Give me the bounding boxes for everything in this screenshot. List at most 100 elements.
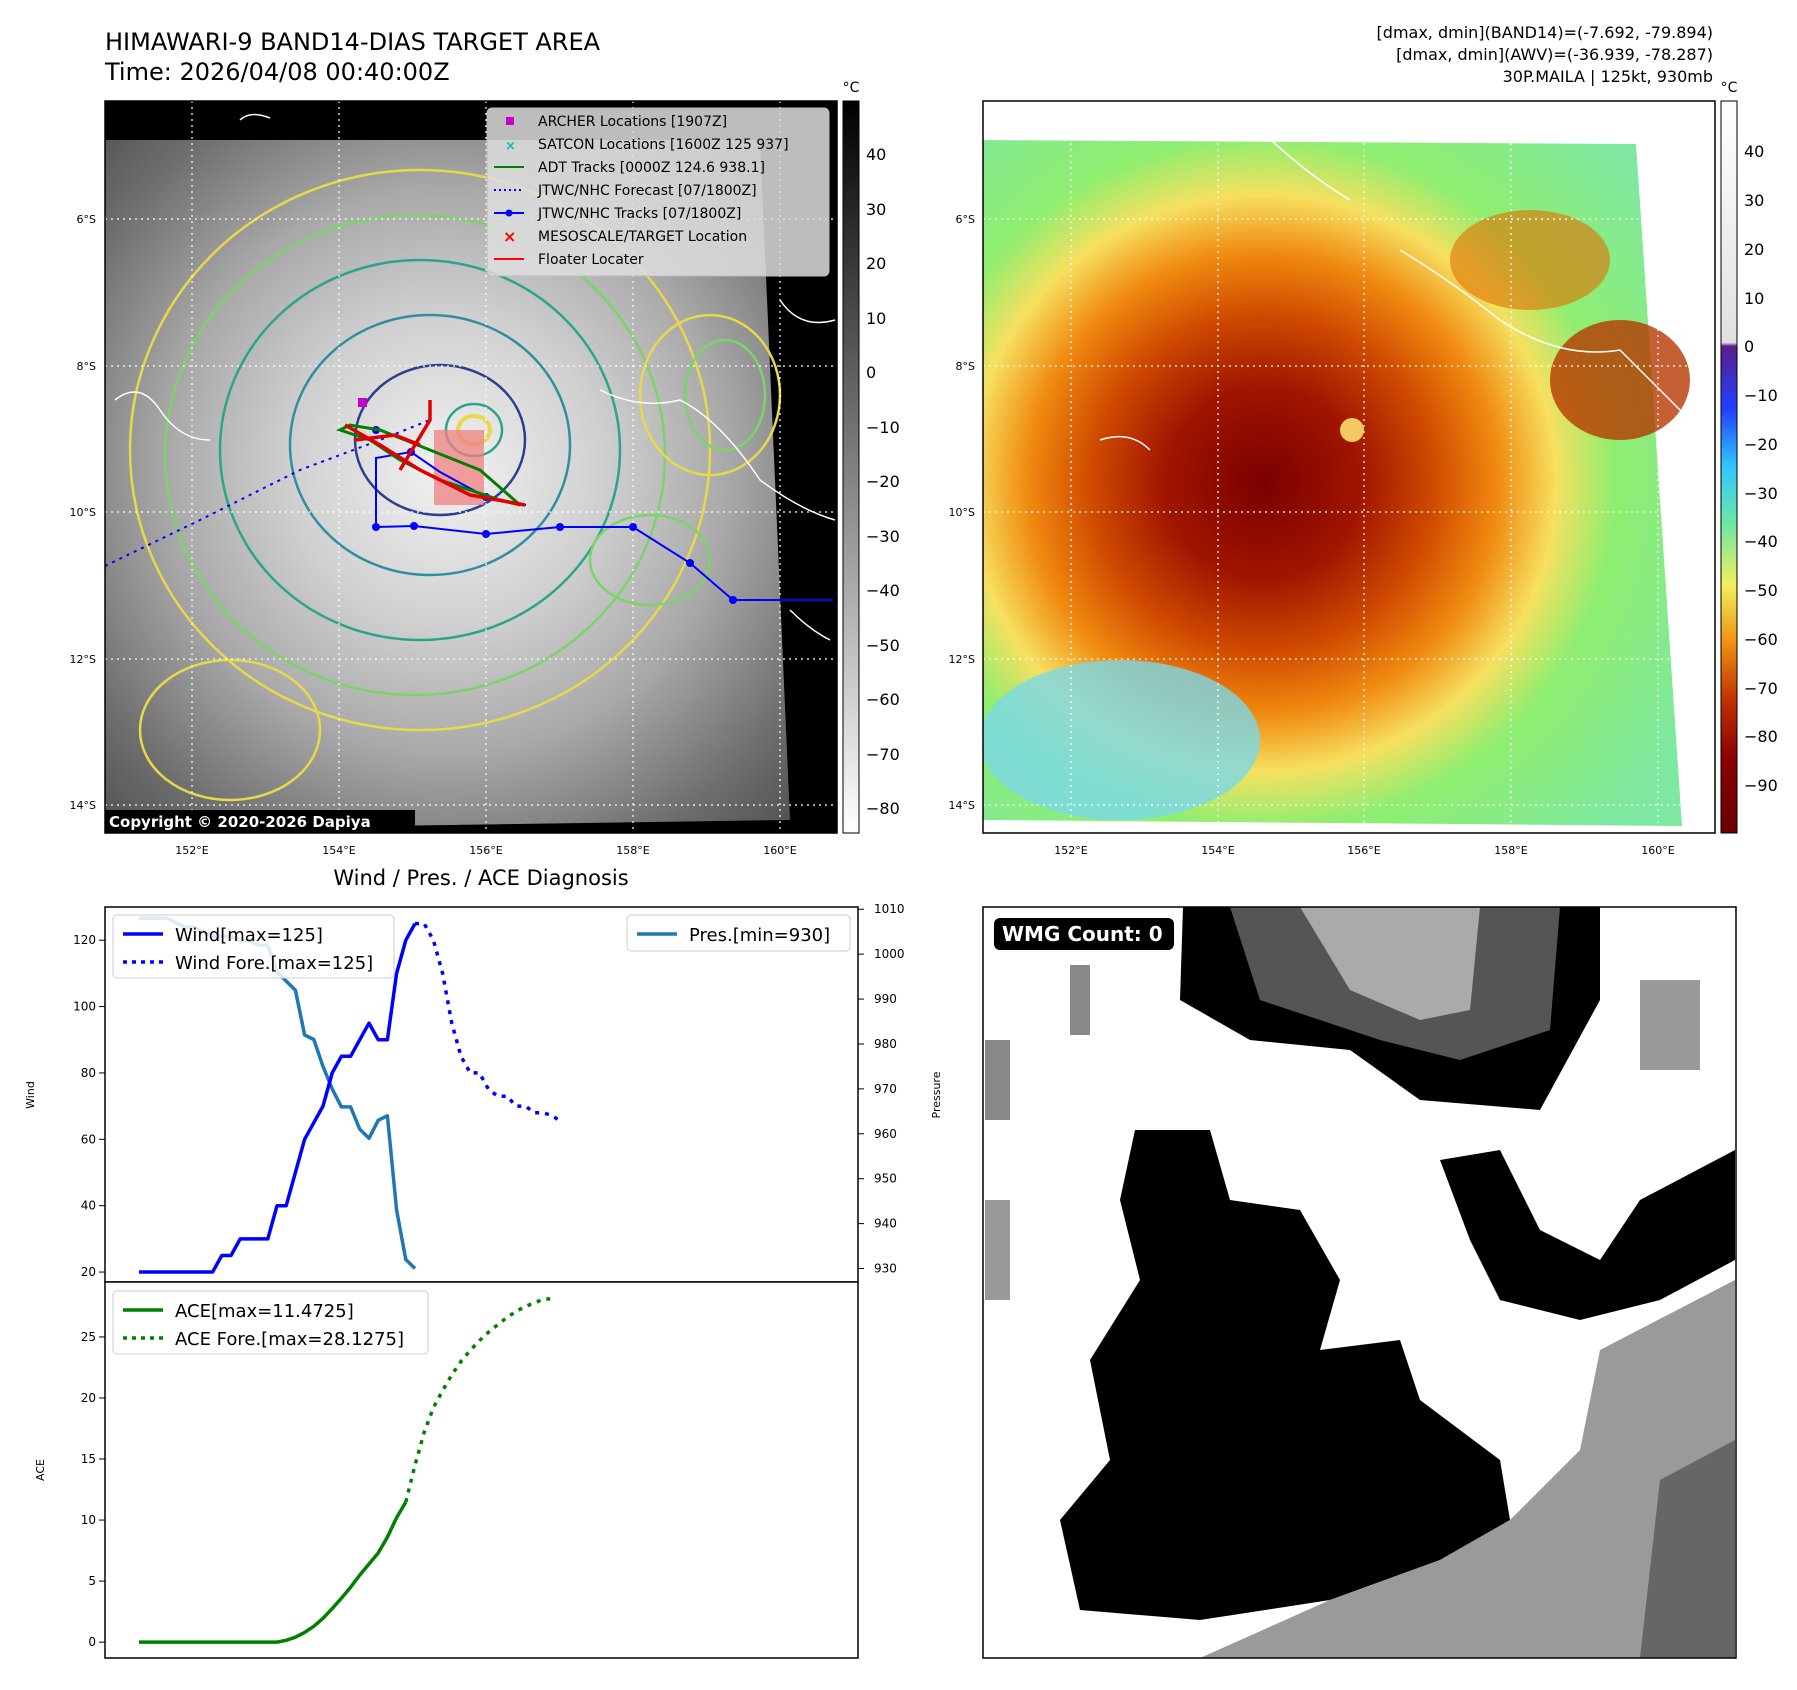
pressure-axis-tick-label: 960 (874, 1127, 897, 1141)
wind-axis-tick-label: 80 (81, 1066, 96, 1080)
svg-text:154°E: 154°E (1201, 844, 1234, 857)
awv-lon-labels: 152°E 154°E 156°E 158°E 160°E (1054, 844, 1674, 857)
svg-text:−90: −90 (1744, 776, 1778, 795)
figure-time: Time: 2026/04/08 00:40:00Z (104, 58, 450, 86)
ace-forecast-series-line (404, 1297, 554, 1503)
figure-title: HIMAWARI-9 BAND14-DIAS TARGET AREA (105, 28, 601, 56)
svg-text:158°E: 158°E (616, 844, 649, 857)
legend-wind: Wind[max=125] (175, 925, 323, 946)
svg-text:−20: −20 (1744, 435, 1778, 454)
wmg-count-label: WMG Count: 0 (1002, 922, 1163, 946)
ace-axis-tick-label: 15 (81, 1452, 96, 1466)
svg-text:SATCON Locations [1600Z 125 93: SATCON Locations [1600Z 125 937] (538, 137, 789, 153)
legend-item-archer: ARCHER Locations [1907Z] (506, 114, 727, 130)
ir-tracks (105, 398, 833, 604)
svg-text:ADT Tracks [0000Z 124.6 938.1]: ADT Tracks [0000Z 124.6 938.1] (538, 160, 765, 176)
ace-axis-tick-label: 0 (88, 1635, 96, 1649)
ir-legend: ARCHER Locations [1907Z] × SATCON Locati… (486, 107, 830, 277)
ace-legend: ACE[max=11.4725] ACE Fore.[max=28.1275] (112, 1290, 429, 1355)
legend-box (486, 107, 830, 277)
svg-text:−30: −30 (866, 527, 900, 546)
square-marker-icon (506, 117, 514, 125)
legend-ace-forecast: ACE Fore.[max=28.1275] (175, 1329, 404, 1350)
wind-legend: Wind[max=125] Wind Fore.[max=125] (112, 914, 395, 979)
svg-text:12°S: 12°S (70, 653, 96, 666)
ace-axis-tick-label: 25 (81, 1330, 96, 1344)
svg-text:156°E: 156°E (1347, 844, 1380, 857)
svg-text:8°S: 8°S (77, 360, 96, 373)
pressure-axis-ticks: 930 940 950 960 970 980 990 1000 1010 (858, 902, 905, 1276)
svg-text:0: 0 (1744, 337, 1754, 356)
archer-location (358, 398, 367, 407)
svg-text:30: 30 (1744, 191, 1764, 210)
ace-chart-lines (139, 1297, 554, 1644)
awv-satellite-image (983, 140, 1682, 826)
pressure-axis-tick-label: 940 (874, 1217, 897, 1231)
svg-text:Floater Locater: Floater Locater (538, 252, 644, 268)
ace-axis-tick-label: 20 (81, 1391, 96, 1405)
wind-forecast-series-line (415, 921, 564, 1125)
svg-text:40: 40 (1744, 142, 1764, 161)
svg-text:158°E: 158°E (1494, 844, 1527, 857)
pressure-axis-tick-label: 1010 (874, 902, 905, 916)
legend-item-jtwc-forecast: JTWC/NHC Forecast [07/1800Z] (494, 183, 757, 199)
ir-lon-labels: 152°E 154°E 156°E 158°E 160°E (175, 844, 796, 857)
x-marker-icon: × (503, 227, 516, 246)
svg-text:−30: −30 (1744, 484, 1778, 503)
pressure-axis-tick-label: 990 (874, 992, 897, 1006)
svg-text:JTWC/NHC Forecast [07/1800Z]: JTWC/NHC Forecast [07/1800Z] (537, 183, 757, 199)
pressure-axis-tick-label: 970 (874, 1082, 897, 1096)
ace-axis-tick-label: 5 (88, 1574, 96, 1588)
pressure-legend: Pres.[min=930] (626, 914, 851, 952)
wind-series-line (139, 922, 417, 1274)
awv-grid (983, 101, 1715, 833)
ace-axis-tick-label: 10 (81, 1513, 96, 1527)
legend-item-satcon: × SATCON Locations [1600Z 125 937] (505, 137, 789, 154)
jtwc-forecast-line (105, 419, 431, 567)
svg-text:JTWC/NHC Tracks [07/1800Z]: JTWC/NHC Tracks [07/1800Z] (537, 206, 741, 222)
x-marker-icon: × (505, 139, 516, 154)
svg-text:154°E: 154°E (322, 844, 355, 857)
svg-text:−80: −80 (866, 799, 900, 818)
wind-axis-tick-label: 100 (73, 1000, 96, 1014)
legend-item-floater: Floater Locater (494, 252, 644, 268)
wmg-panel: WMG Count: 0 (982, 906, 1737, 1659)
ace-axis-label: ACE (34, 1459, 47, 1481)
svg-text:MESOSCALE/TARGET Location: MESOSCALE/TARGET Location (538, 229, 747, 245)
jtwc-track-points (372, 426, 737, 604)
wind-axis-tick-label: 20 (81, 1265, 96, 1279)
svg-text:14°S: 14°S (70, 799, 96, 812)
info-band14: [dmax, dmin](BAND14)=(-7.692, -79.894) (1377, 23, 1713, 42)
svg-text:6°S: 6°S (956, 213, 975, 226)
svg-text:−70: −70 (1744, 679, 1778, 698)
svg-text:−40: −40 (1744, 532, 1778, 551)
ir-coastlines (114, 113, 836, 641)
awv-colorbar-ticks: 40 30 20 10 0 −10 −20 −30 −40 −50 −60 −7… (1744, 142, 1778, 795)
awv-colorbar (1720, 100, 1738, 834)
pressure-axis-tick-label: 1000 (874, 947, 905, 961)
svg-text:10: 10 (1744, 289, 1764, 308)
copyright-box (105, 810, 415, 832)
svg-text:0: 0 (866, 363, 876, 382)
legend-item-jtwc-tracks: JTWC/NHC Tracks [07/1800Z] (494, 206, 741, 222)
ir-colorbar-unit: °C (843, 80, 860, 96)
ir-colorbar-ticks: 40 30 20 10 0 −10 −20 −30 −40 −50 −60 −7… (866, 145, 900, 818)
legend-ace: ACE[max=11.4725] (175, 1301, 354, 1322)
info-storm: 30P.MAILA | 125kt, 930mb (1503, 67, 1713, 86)
svg-text:−20: −20 (866, 472, 900, 491)
wind-axis-ticks: 20 40 60 80 100 120 (73, 933, 105, 1279)
svg-text:−60: −60 (1744, 630, 1778, 649)
legend-item-mesoscale: × MESOSCALE/TARGET Location (503, 227, 747, 246)
svg-text:−50: −50 (866, 636, 900, 655)
diagnosis-title: Wind / Pres. / ACE Diagnosis (333, 866, 628, 890)
ace-chart: ACE 0 5 10 15 20 25 ACE[max=11.4725] ACE Fore… (34, 1281, 859, 1659)
awv-colorbar-unit: °C (1721, 80, 1738, 96)
ace-series-line (139, 1501, 408, 1644)
svg-text:40: 40 (866, 145, 886, 164)
svg-text:156°E: 156°E (469, 844, 502, 857)
svg-text:−50: −50 (1744, 581, 1778, 600)
awv-coastlines (1099, 119, 1691, 451)
svg-text:20: 20 (1744, 240, 1764, 259)
ir-map-panel: ARCHER Locations [1907Z] × SATCON Locati… (70, 80, 900, 857)
wind-axis-tick-label: 40 (81, 1199, 96, 1213)
